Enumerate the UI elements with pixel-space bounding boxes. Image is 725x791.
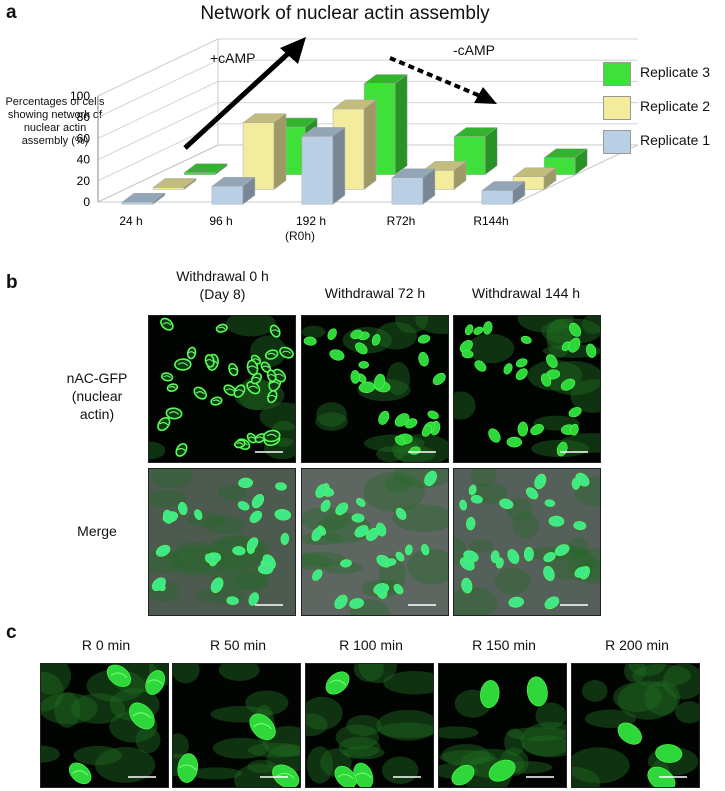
micrograph-nac-gfp-144h xyxy=(453,315,601,463)
legend-label-replicate-3: Replicate 3 xyxy=(640,64,711,80)
micrograph-r200-min xyxy=(571,663,700,788)
legend-label-replicate-1: Replicate 1 xyxy=(640,132,711,148)
legend-swatch-replicate-3 xyxy=(603,62,631,86)
micrograph-merge-72h xyxy=(301,468,449,616)
micrograph-r0-min xyxy=(40,663,169,788)
bar-chart-3d: 0 20 40 60 80 100 24 h 96 h 192 h R72h R144h xyxy=(70,37,639,228)
x-tick-label: R144h xyxy=(473,214,508,228)
chart-ticks: 0 20 40 60 80 100 24 h 96 h 192 h R72h R144h xyxy=(70,89,509,228)
row-label-nac-gfp: nAC-GFP (nuclear actin) xyxy=(66,370,128,422)
y-tick-label: 40 xyxy=(77,153,91,167)
legend-swatch-replicate-2 xyxy=(603,96,631,120)
column-header-r0: R 0 min xyxy=(81,637,131,653)
y-axis-label: Percentages of cells showing network of … xyxy=(5,96,105,147)
x-tick-label: 96 h xyxy=(209,214,232,228)
micrograph-merge-144h xyxy=(453,468,601,616)
x-tick-label: 192 h xyxy=(296,214,326,228)
y-tick-label: 20 xyxy=(77,174,91,188)
chart-bars xyxy=(121,74,588,205)
bar-replicate-2-0 xyxy=(152,177,197,190)
x-tick-label: 24 h xyxy=(119,214,142,228)
annotation-plus-camp: +cAMP xyxy=(210,50,256,66)
micrograph-r150-min xyxy=(438,663,567,788)
legend-swatch-replicate-1 xyxy=(603,130,631,154)
bar-replicate-1-4 xyxy=(481,180,526,205)
y-tick-label: 60 xyxy=(77,131,91,145)
panel-label-a: a xyxy=(6,2,17,23)
legend-label-replicate-2: Replicate 2 xyxy=(640,98,711,114)
x-tick-label: R72h xyxy=(387,214,416,228)
decrease-arrow-line xyxy=(389,56,486,100)
bar-replicate-3-4 xyxy=(543,148,588,176)
category-sublabel: (R0h) xyxy=(284,229,315,243)
column-header-withdrawal-72h: Withdrawal 72 h xyxy=(324,285,426,301)
chart-title: Network of nuclear actin assembly xyxy=(200,3,490,24)
y-tick-label: 0 xyxy=(83,195,90,209)
bar-replicate-1-2 xyxy=(301,126,346,205)
column-header-withdrawal-144h: Withdrawal 144 h xyxy=(471,285,581,301)
micrograph-merge-0h xyxy=(148,468,296,616)
increase-arrow-line xyxy=(183,48,294,150)
micrograph-nac-gfp-72h xyxy=(301,315,449,463)
column-header-r150: R 150 min xyxy=(472,637,536,653)
micrograph-nac-gfp-0h xyxy=(148,315,296,463)
annotation-minus-camp: -cAMP xyxy=(453,42,495,58)
column-header-r50: R 50 min xyxy=(209,637,267,653)
column-header-r100: R 100 min xyxy=(339,637,403,653)
bar-replicate-1-3 xyxy=(391,168,436,205)
bar-replicate-2-2 xyxy=(332,99,377,190)
chart-grid xyxy=(97,38,639,203)
panel-label-b: b xyxy=(6,272,18,293)
increase-arrow-head xyxy=(280,37,306,64)
column-header-r200: R 200 min xyxy=(605,637,669,653)
bar-replicate-3-0 xyxy=(183,163,228,176)
micrograph-r50-min xyxy=(172,663,301,788)
y-tick-label: 100 xyxy=(70,89,90,103)
bar-replicate-1-1 xyxy=(211,176,256,205)
chart-arrows xyxy=(183,37,497,150)
y-tick-label: 80 xyxy=(77,110,91,124)
micrograph-r100-min xyxy=(305,663,434,788)
column-header-withdrawal-0h: Withdrawal 0 h (Day 8) xyxy=(176,268,269,302)
bar-replicate-1-0 xyxy=(121,192,166,205)
panel-label-c: c xyxy=(6,622,17,643)
row-label-merge: Merge xyxy=(77,523,117,539)
decrease-arrow-head xyxy=(474,87,497,104)
